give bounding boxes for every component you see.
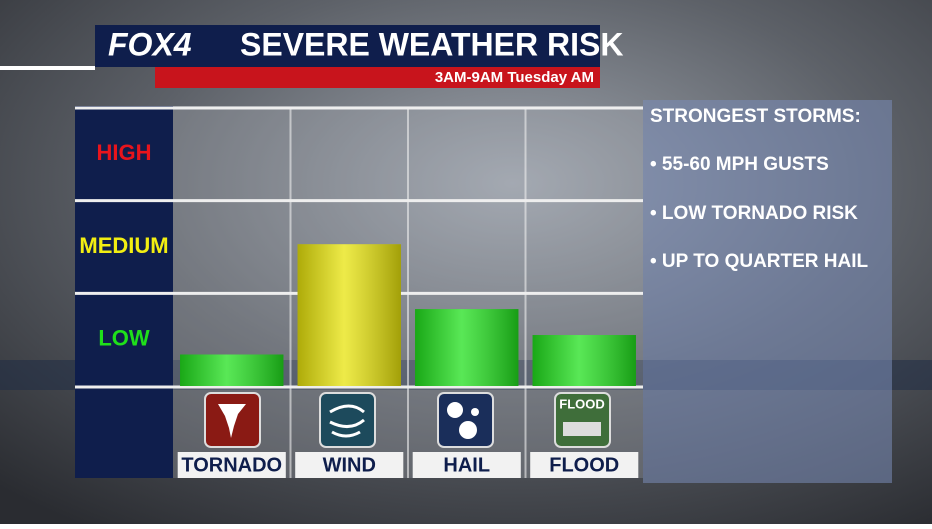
category-box <box>177 452 286 478</box>
subtitle: 3AM-9AM Tuesday AM <box>435 69 594 86</box>
side-item: • UP TO QUARTER HAIL <box>650 251 869 272</box>
side-panel <box>643 100 892 483</box>
wind-shape <box>329 404 365 438</box>
logo: FOX4 <box>108 26 192 62</box>
category-box <box>295 452 404 478</box>
hail-shape <box>447 402 463 418</box>
bar-shine <box>532 335 636 386</box>
side-item: • LOW TORNADO RISK <box>650 203 858 224</box>
y-tick-label: HIGH <box>97 140 152 165</box>
flood-shape <box>563 422 601 436</box>
title-bar <box>95 25 600 67</box>
side-heading: STRONGEST STORMS: <box>650 106 861 127</box>
bar-shine <box>297 244 401 386</box>
category-box <box>530 452 639 478</box>
bar-shine <box>415 309 519 386</box>
y-tick-label: MEDIUM <box>79 233 168 258</box>
flood-icon-label: FLOOD <box>559 396 605 411</box>
tornado-shape <box>218 404 246 438</box>
icons: FLOOD <box>204 392 611 448</box>
x-tick-label: HAIL <box>443 454 490 476</box>
x-tick-label: TORNADO <box>181 454 282 476</box>
category-box <box>412 452 521 478</box>
side-item: • 55-60 MPH GUSTS <box>650 154 829 175</box>
hail-icon <box>437 392 494 448</box>
bar-shine <box>180 354 284 386</box>
y-tick-label: LOW <box>98 325 150 350</box>
hail-shape <box>459 421 477 439</box>
wind-icon <box>319 392 376 448</box>
rule <box>0 66 95 70</box>
x-tick-label: FLOOD <box>549 454 619 476</box>
x-tick-label: WIND <box>323 454 376 476</box>
subtitle-bar <box>155 67 600 88</box>
hail-shape <box>471 408 479 416</box>
title: SEVERE WEATHER RISK <box>240 26 623 62</box>
